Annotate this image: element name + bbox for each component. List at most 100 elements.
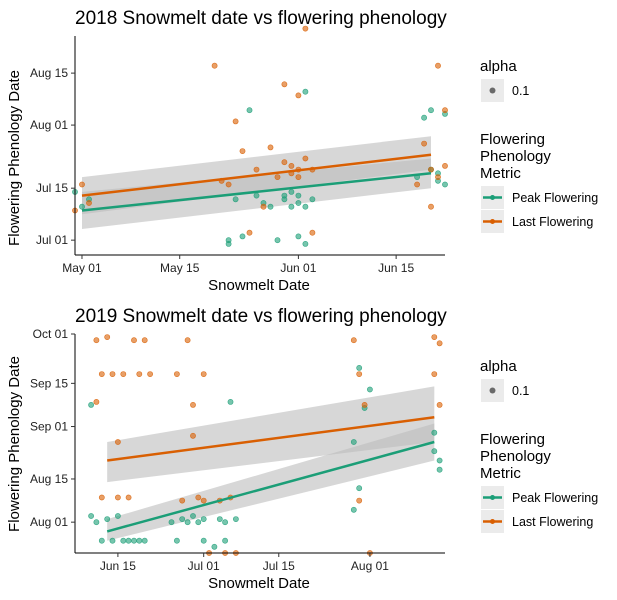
y-axis-title: Flowering Phenology Date (6, 70, 23, 246)
legend-label-peak: Peak Flowering (512, 491, 598, 505)
data-point-last (225, 181, 232, 188)
data-point-last (435, 174, 441, 180)
data-point-peak (190, 513, 196, 519)
data-point-peak (274, 237, 281, 244)
legend-metric-title-line-2: Phenology (480, 148, 551, 165)
legend-metric-title-line-2: Phenology (480, 448, 551, 465)
trend-lines (81, 153, 432, 212)
data-point-last (184, 337, 191, 344)
x-tick-labels: Jun 15 Jul 01 Jul 15 Aug 01 (100, 559, 389, 573)
data-point-last (141, 337, 148, 344)
legend-alpha-title: alpha (480, 58, 517, 75)
legend-metric-title-line-3: Metric (480, 465, 521, 482)
chart-2019: 2019 Snowmelt date vs flowering phenolog… (6, 306, 447, 592)
data-point-peak (173, 537, 180, 544)
data-point-last (246, 229, 253, 236)
confidence-ribbon-last (107, 386, 435, 483)
data-point-last (442, 107, 448, 114)
data-point-peak (225, 240, 232, 247)
data-point-last (295, 174, 302, 180)
legend-alpha-dot (489, 387, 496, 394)
ribbons (107, 386, 435, 541)
trend-line-peak (106, 440, 435, 533)
data-point-peak (131, 537, 137, 544)
data-point-peak (168, 519, 175, 526)
data-point-peak (227, 398, 234, 405)
data-point-peak (267, 203, 274, 210)
data-point-peak (200, 537, 207, 544)
trend-lines (106, 416, 435, 533)
data-point-peak (302, 88, 309, 95)
data-point-peak (239, 233, 246, 240)
data-point-last (195, 494, 202, 501)
legend-key-last (481, 210, 504, 233)
chart-2018: 2018 Snowmelt date vs flowering phenolog… (6, 8, 448, 294)
y-tick-label: Aug 01 (30, 118, 68, 132)
x-tick-label: Jun 01 (280, 261, 316, 275)
y-tick-label: Aug 15 (30, 66, 68, 80)
y-tick-label: Oct 01 (33, 327, 69, 341)
data-point-last (93, 398, 100, 405)
data-point-peak (350, 439, 357, 445)
x-tick-labels: May 01 May 15 Jun 01 Jun 15 (62, 261, 414, 275)
data-point-last (281, 81, 288, 88)
x-tick-label: May 15 (160, 261, 200, 275)
data-point-peak (88, 513, 94, 519)
data-point-peak (88, 401, 94, 408)
data-point-peak (431, 448, 438, 455)
y-tick-label: Sep 15 (30, 376, 68, 390)
data-point-peak (200, 516, 207, 522)
data-point-last (86, 200, 92, 206)
data-point-last (239, 148, 246, 154)
y-tick-labels: Jul 01 Jul 15 Aug 01 Aug 15 (30, 66, 68, 247)
data-point-peak (120, 537, 127, 544)
data-point-last (302, 155, 309, 162)
data-point-last (361, 401, 368, 408)
data-point-last (200, 497, 207, 504)
data-point-last (350, 337, 357, 344)
data-point-peak (246, 107, 253, 114)
data-point-peak (216, 516, 223, 522)
data-point-last (190, 401, 196, 408)
data-point-peak (366, 386, 373, 393)
data-point-peak (421, 114, 427, 121)
data-point-last (274, 174, 281, 180)
data-point-peak (104, 516, 111, 522)
data-point-last (232, 118, 239, 125)
data-point-last (309, 229, 316, 236)
legend-alpha-value: 0.1 (512, 84, 529, 98)
data-point-peak (356, 364, 363, 371)
data-point-peak (288, 188, 295, 195)
legend-alpha-value: 0.1 (512, 384, 529, 398)
data-point-last (428, 203, 434, 210)
data-point-peak (281, 192, 288, 199)
data-point-peak (211, 543, 218, 550)
x-tick-label: Aug 01 (351, 559, 389, 573)
data-point-peak (302, 203, 309, 210)
axes (71, 333, 445, 557)
x-tick-label: Jul 01 (188, 559, 220, 573)
legend-alpha-title: alpha (480, 358, 517, 375)
data-point-last (431, 371, 438, 377)
data-point-last (267, 144, 274, 151)
data-point-last (431, 334, 438, 340)
data-point-last (442, 162, 448, 169)
ribbons (82, 136, 431, 229)
data-point-last (93, 337, 100, 344)
data-point-last (281, 159, 288, 166)
data-point-peak (295, 192, 302, 199)
trend-line-last (81, 153, 432, 197)
data-point-last (98, 494, 105, 501)
data-point-peak (232, 516, 239, 522)
data-point-last (211, 62, 218, 69)
data-point-peak (302, 240, 309, 247)
data-point-last (115, 439, 121, 445)
data-point-last (104, 334, 111, 340)
y-tick-label: Aug 01 (30, 515, 68, 529)
x-tick-label: Jul 15 (263, 559, 295, 573)
confidence-ribbon-peak (107, 423, 435, 541)
data-point-last (356, 371, 363, 377)
y-axis-title: Flowering Phenology Date (6, 356, 23, 532)
plot-area (72, 25, 448, 247)
x-tick-label: Jun 15 (378, 261, 414, 275)
